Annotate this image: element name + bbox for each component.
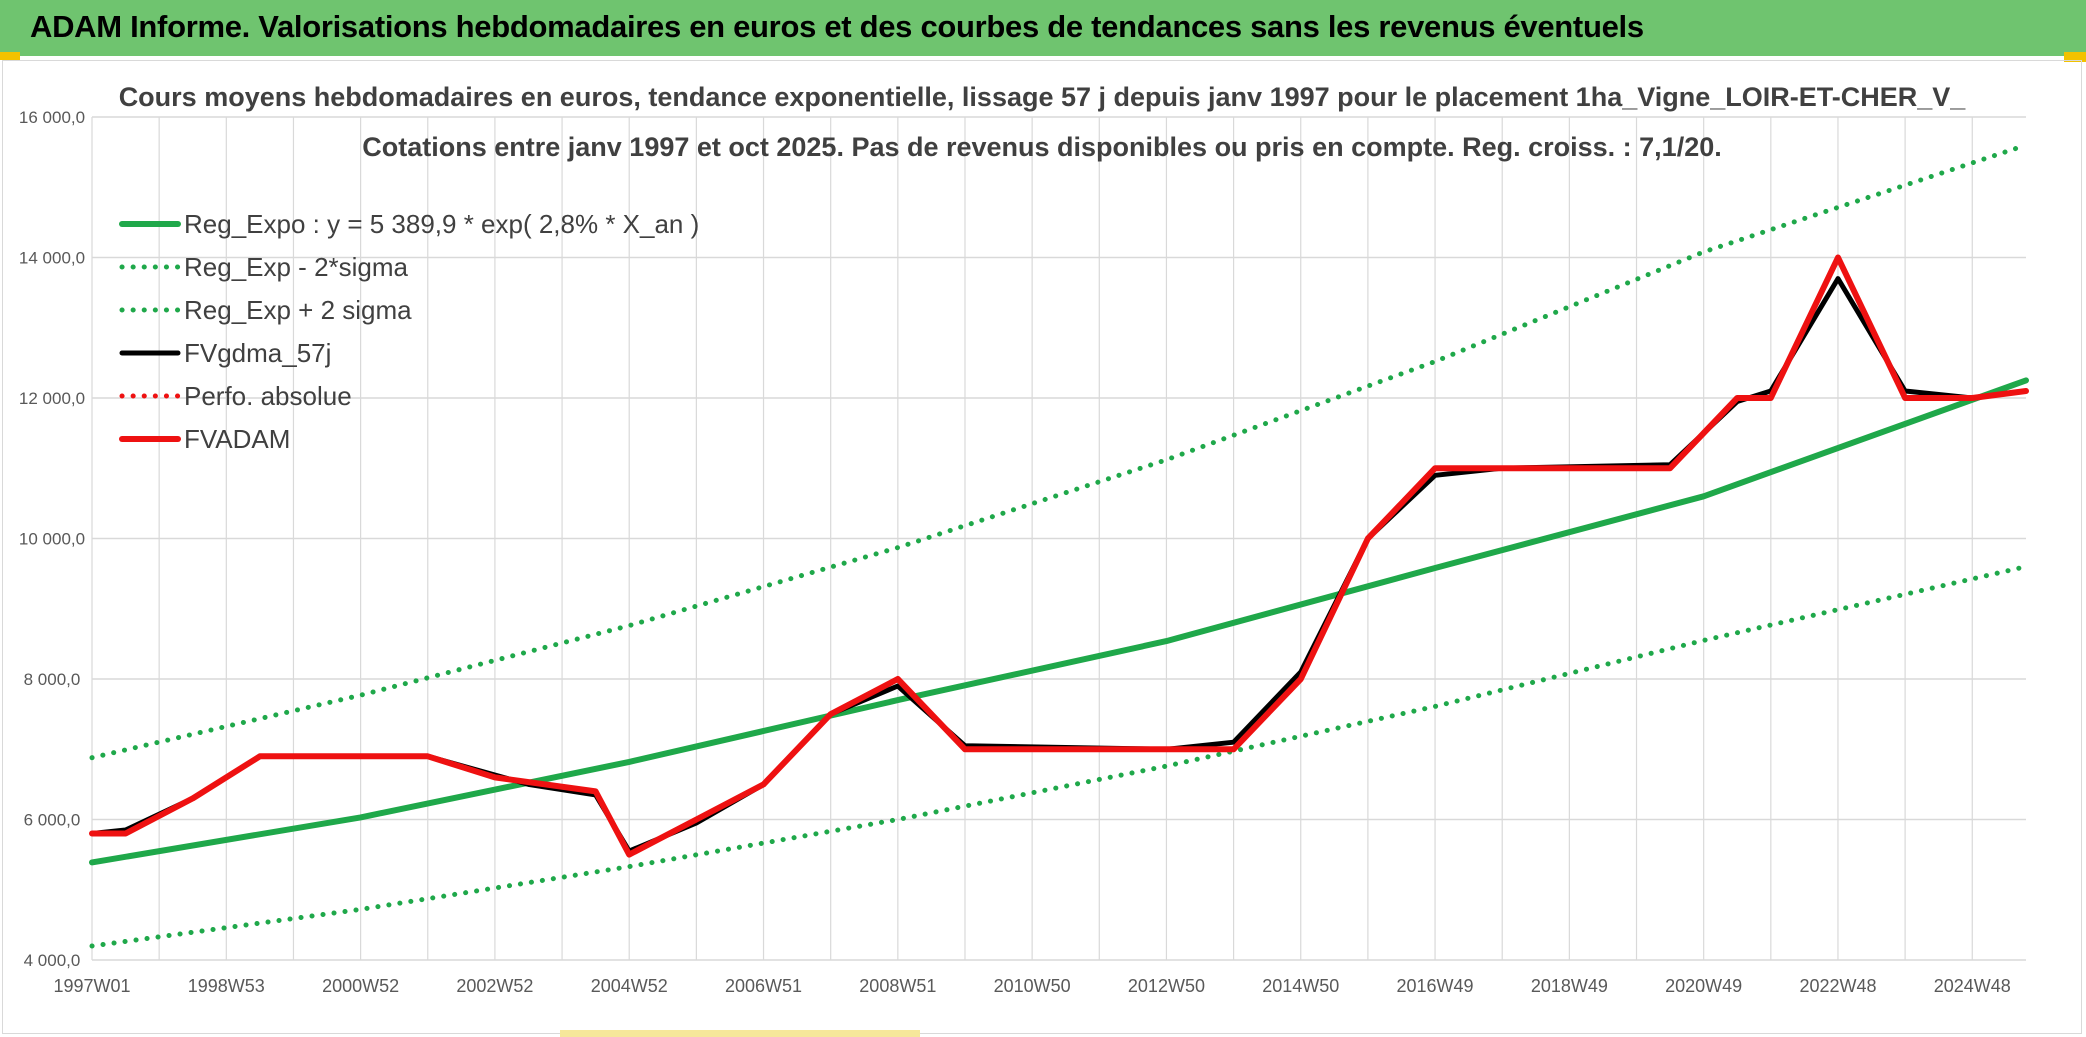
bottom-accent-strip — [560, 1030, 920, 1037]
chart-title-line-2: Cotations entre janv 1997 et oct 2025. P… — [362, 132, 1721, 162]
x-tick-label: 2002W52 — [456, 976, 533, 996]
x-tick-label: 1998W53 — [188, 976, 265, 996]
x-tick-label: 2024W48 — [1934, 976, 2011, 996]
chart-frame — [2, 60, 2082, 1034]
x-tick-label: 2010W50 — [994, 976, 1071, 996]
corner-accent-left — [0, 52, 20, 60]
legend-label: Reg_Expo : y = 5 389,9 * exp( 2,8% * X_a… — [184, 209, 699, 239]
chart-title: Cours moyens hebdomadaires en euros, ten… — [119, 82, 1967, 162]
legend-label: FVgdma_57j — [184, 338, 331, 368]
series-line-2 — [89, 142, 2029, 761]
y-tick-label: 14 000,0 — [19, 249, 85, 268]
series-line-5 — [89, 254, 2029, 858]
y-tick-label: 12 000,0 — [19, 389, 85, 408]
chart-title-line-1: Cours moyens hebdomadaires en euros, ten… — [119, 82, 1967, 112]
series-line-0 — [89, 377, 2029, 866]
x-axis-ticks: 1997W01 1998W53 2000W52 2002W52 2004W52 2006W… — [53, 976, 2010, 996]
header-banner: ADAM Informe. Valorisations hebdomadaire… — [0, 0, 2086, 56]
page-title: ADAM Informe. Valorisations hebdomadaire… — [30, 9, 1644, 44]
series-lines — [89, 142, 2029, 949]
series-line-3 — [89, 276, 2029, 854]
x-tick-label: 2018W49 — [1531, 976, 1608, 996]
legend: Reg_Expo : y = 5 389,9 * exp( 2,8% * X_a… — [119, 209, 699, 454]
legend-label: FVADAM — [184, 424, 290, 454]
x-tick-label: 2020W49 — [1665, 976, 1742, 996]
legend-label: Reg_Exp + 2 sigma — [184, 295, 412, 325]
x-tick-label: 2022W48 — [1799, 976, 1876, 996]
y-tick-label: 4 000,0 — [24, 951, 81, 970]
legend-label: Reg_Exp - 2*sigma — [184, 252, 409, 282]
x-tick-label: 2006W51 — [725, 976, 802, 996]
x-tick-label: 2008W51 — [859, 976, 936, 996]
y-tick-label: 16 000,0 — [19, 108, 85, 127]
y-tick-label: 6 000,0 — [24, 811, 81, 830]
gridlines — [91, 116, 2026, 961]
x-tick-label: 2000W52 — [322, 976, 399, 996]
x-tick-label: 2014W50 — [1262, 976, 1339, 996]
corner-accent-right — [2064, 52, 2086, 62]
legend-label: Perfo. absolue — [184, 381, 352, 411]
x-tick-label: 1997W01 — [53, 976, 130, 996]
y-axis-ticks: 4 000,0 6 000,0 8 000,0 10 000,0 12 000,0 14 … — [19, 108, 85, 970]
y-tick-label: 10 000,0 — [19, 530, 85, 549]
x-tick-label: 2016W49 — [1397, 976, 1474, 996]
x-tick-label: 2012W50 — [1128, 976, 1205, 996]
y-tick-label: 8 000,0 — [24, 670, 81, 689]
line-chart: 4 000,0 6 000,0 8 000,0 10 000,0 12 000,0 14 … — [19, 82, 2029, 996]
x-tick-label: 2004W52 — [591, 976, 668, 996]
series-line-1 — [89, 564, 2029, 949]
